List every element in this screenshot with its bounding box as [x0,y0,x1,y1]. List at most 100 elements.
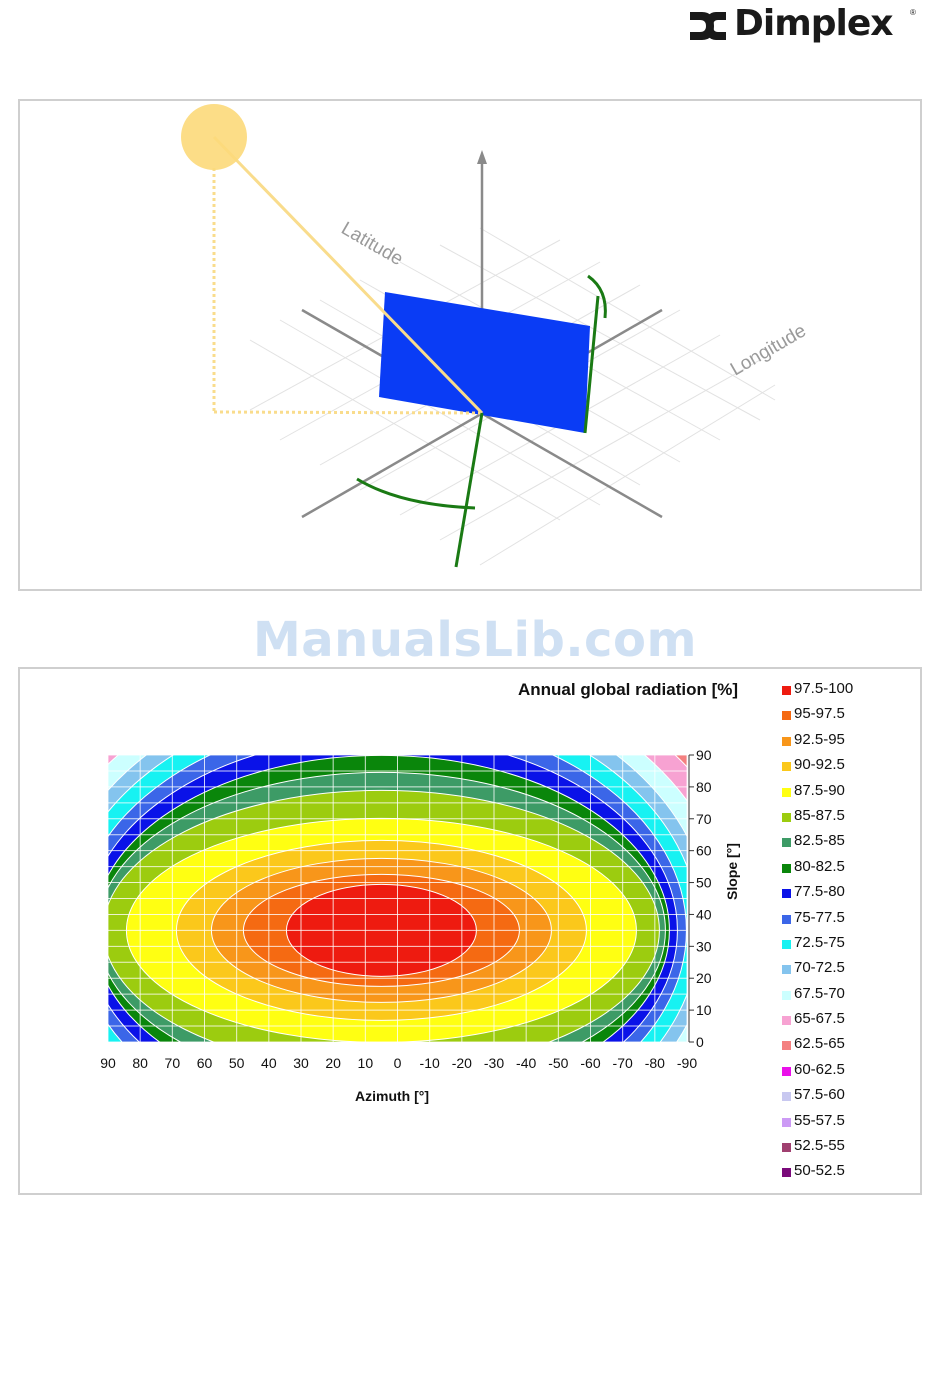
y-tick-label: 20 [696,970,712,986]
legend-item: 97.5-100 [778,678,898,703]
x-tick-label: -20 [452,1055,472,1071]
dimplex-logo-mark-icon [690,12,726,40]
legend-swatch [782,863,791,873]
legend-swatch [782,939,791,949]
x-tick-label: 80 [132,1055,148,1071]
legend-swatch [782,1117,791,1127]
legend-item: 87.5-90 [778,780,898,805]
legend-swatch [782,787,791,797]
brand-trademark: ® [910,8,916,17]
y-tick-label: 50 [696,875,712,891]
x-tick-label: -30 [484,1055,504,1071]
x-tick-label: -60 [580,1055,600,1071]
legend-item: 77.5-80 [778,881,898,906]
x-tick-label: -80 [645,1055,665,1071]
legend-swatch [782,686,791,695]
legend-label: 80-82.5 [794,857,845,875]
legend-label: 62.5-65 [794,1035,845,1053]
legend-swatch [782,762,791,772]
x-tick-label: -90 [677,1055,697,1071]
legend-swatch [782,812,791,822]
orientation-diagram: Latitude Longitude [181,104,810,568]
y-tick-label: 30 [696,938,712,954]
legend-label: 52.5-55 [794,1137,845,1155]
legend-item: 82.5-85 [778,830,898,855]
y-tick-label: 80 [696,779,712,795]
legend-label: 82.5-85 [794,832,845,850]
legend-swatch [782,1066,791,1076]
legend-swatch [782,1092,791,1102]
legend-item: 85-87.5 [778,805,898,830]
chart-title: Annual global radiation [%] [518,680,739,699]
x-axis-label: Azimuth [°] [355,1088,430,1104]
legend-label: 72.5-75 [794,933,845,951]
legend-label: 65-67.5 [794,1010,845,1028]
legend-label: 77.5-80 [794,883,845,901]
x-tick-label: 50 [229,1055,245,1071]
y-tick-label: 10 [696,1002,712,1018]
legend-item: 80-82.5 [778,856,898,881]
x-tick-label: -70 [613,1055,633,1071]
legend-label: 85-87.5 [794,806,845,824]
legend-swatch [782,1143,791,1153]
legend-item: 92.5-95 [778,729,898,754]
brand-name: Dimplex [734,3,893,44]
legend-swatch [782,914,791,924]
legend-label: 67.5-70 [794,984,845,1002]
legend-swatch [782,736,791,746]
legend-item: 57.5-60 [778,1084,898,1109]
y-tick-label: 40 [696,906,712,922]
legend-swatch [782,838,791,848]
legend-item: 67.5-70 [778,983,898,1008]
legend-item: 50-52.5 [778,1160,898,1185]
sun-ray [212,135,484,415]
legend-label: 57.5-60 [794,1086,845,1104]
dimplex-logo [688,4,918,48]
x-tick-label: 90 [100,1055,116,1071]
legend-swatch [782,990,791,1000]
legend-swatch [782,1168,791,1178]
legend-label: 97.5-100 [794,680,854,697]
legend-item: 90-92.5 [778,754,898,779]
legend-item: 65-67.5 [778,1008,898,1033]
x-tick-label: 10 [358,1055,374,1071]
legend-item: 95-97.5 [778,703,898,728]
legend-swatch [782,1041,791,1051]
legend-label: 75-77.5 [794,908,845,926]
legend-label: 50-52.5 [794,1162,845,1180]
legend-item: 60-62.5 [778,1059,898,1084]
legend-label: 87.5-90 [794,781,845,799]
vertical-axis-arrow-icon [477,150,487,164]
y-tick-label: 90 [696,747,712,763]
y-tick-label: 70 [696,811,712,827]
x-tick-label: 20 [325,1055,341,1071]
sun-icon [181,104,247,170]
legend-item: 70-72.5 [778,957,898,982]
legend-label: 60-62.5 [794,1060,845,1078]
y-tick-label: 60 [696,843,712,859]
chart-legend: 97.5-100 95-97.5 92.5-95 90-92.5 87.5-90 85-8… [778,678,898,1186]
x-tick-label: -50 [548,1055,568,1071]
x-tick-label: 0 [394,1055,402,1071]
angle-indicators [356,274,607,568]
x-tick-label: 70 [165,1055,181,1071]
x-tick-label: 30 [293,1055,309,1071]
sun-projection-horizontal [213,410,483,415]
legend-item: 72.5-75 [778,932,898,957]
legend-swatch [782,1016,791,1026]
solar-panel [379,292,590,433]
legend-swatch [782,965,791,975]
y-tick-label: 0 [696,1034,704,1050]
x-tick-label: 60 [197,1055,213,1071]
x-tick-label: -40 [516,1055,536,1071]
legend-swatch [782,889,791,899]
x-tick-label: -10 [420,1055,440,1071]
legend-label: 70-72.5 [794,959,845,977]
legend-swatch [782,711,791,721]
watermark: ManualsLib.com [253,612,697,668]
legend-label: 95-97.5 [794,705,845,723]
legend-item: 55-57.5 [778,1110,898,1135]
y-axis-label: Slope [°] [724,843,740,900]
x-tick-label: 40 [261,1055,277,1071]
